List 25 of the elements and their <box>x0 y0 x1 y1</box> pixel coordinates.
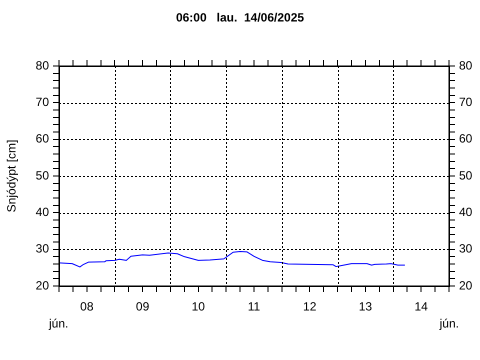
y2-tick-label: 70 <box>459 94 473 109</box>
y-tick-label: 60 <box>36 132 50 146</box>
chart-title: 06:00 lau. 14/06/2025 <box>176 10 304 24</box>
y-axis-title: Snjódýpt [cm] <box>4 140 18 212</box>
x-tick-label: 13 <box>358 300 372 314</box>
y2-tick-label: 60 <box>459 132 473 146</box>
text: jún. <box>48 316 68 330</box>
y-tick-label: 40 <box>36 204 50 219</box>
y2-tick-label: 30 <box>459 242 473 256</box>
y-tick-label: 20 <box>36 278 50 292</box>
x-tick-label: 12 <box>303 300 317 314</box>
y2-tick-label: 80 <box>459 58 473 72</box>
x-tick-label: 09 <box>136 300 150 314</box>
y-tick-label: 80 <box>36 58 50 72</box>
x-tick-label: 08 <box>80 300 94 314</box>
text: jún. <box>438 316 459 330</box>
y-tick-label: 30 <box>36 242 50 256</box>
y-tick-label: 50 <box>36 168 50 182</box>
x-tick-label: 14 <box>414 300 428 314</box>
y2-tick-label: 40 <box>459 204 473 219</box>
y2-tick-label: 50 <box>459 168 473 182</box>
y-tick-label: 70 <box>36 94 50 109</box>
y2-tick-label: 20 <box>459 278 473 292</box>
x-tick-label: 10 <box>192 300 206 314</box>
x-tick-label: 11 <box>248 300 261 314</box>
